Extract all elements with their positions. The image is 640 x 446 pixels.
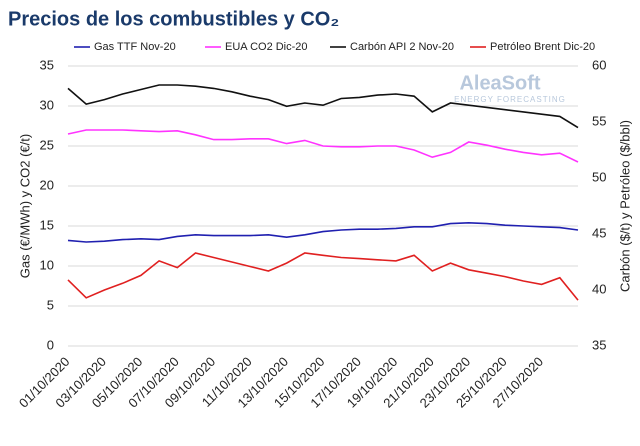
- series-line: [67, 221, 579, 243]
- y2-tick-label: 60: [592, 57, 606, 72]
- legend-label: Gas TTF Nov-20: [94, 41, 176, 53]
- y-tick-label: 0: [47, 337, 54, 352]
- chart-title: Precios de los combustibles y CO₂: [8, 8, 339, 30]
- y-tick-label: 10: [40, 257, 54, 272]
- series-line: [67, 129, 579, 163]
- legend-label: Petróleo Brent Dic-20: [490, 41, 595, 53]
- watermark-sub: ENERGY FORECASTING: [454, 95, 566, 104]
- y-tick-label: 15: [40, 217, 54, 232]
- series-line: [67, 84, 579, 129]
- y2-tick-label: 35: [592, 337, 606, 352]
- y-tick-label: 5: [47, 297, 54, 312]
- y-tick-label: 25: [40, 137, 54, 152]
- y-axis-label: Gas (€/MWh) y CO2 (€/t): [17, 134, 32, 278]
- y-tick-label: 20: [40, 177, 54, 192]
- y2-tick-label: 50: [592, 169, 606, 184]
- y2-tick-label: 45: [592, 225, 606, 240]
- y-tick-label: 30: [40, 97, 54, 112]
- y2-axis-label: Carbón ($/t) y Petróleo ($/bbl): [617, 120, 632, 292]
- y2-tick-label: 55: [592, 113, 606, 128]
- watermark: AleaSoft: [459, 72, 540, 94]
- series-line: [67, 252, 579, 301]
- y-tick-label: 35: [40, 57, 54, 72]
- y2-tick-label: 40: [592, 281, 606, 296]
- legend-label: Carbón API 2 Nov-20: [350, 41, 454, 53]
- legend-label: EUA CO2 Dic-20: [225, 41, 308, 53]
